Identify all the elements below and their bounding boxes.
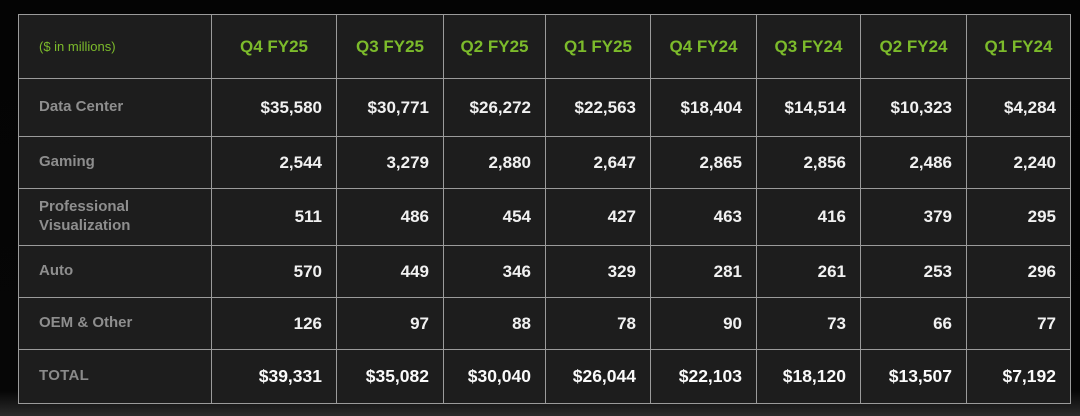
revenue-value-cell: 449 xyxy=(336,245,444,298)
revenue-value-cell: 329 xyxy=(545,245,651,298)
segment-label: Data Center xyxy=(18,78,212,137)
revenue-value-cell: $26,272 xyxy=(443,78,546,137)
table-row: Auto 570 449 346 329 281 261 253 296 xyxy=(18,245,1071,298)
revenue-value-cell: 77 xyxy=(966,297,1071,350)
total-value-cell: $7,192 xyxy=(966,349,1071,404)
revenue-value-cell: $22,563 xyxy=(545,78,651,137)
revenue-value-cell: 261 xyxy=(756,245,861,298)
total-value-cell: $26,044 xyxy=(545,349,651,404)
revenue-value-cell: 97 xyxy=(336,297,444,350)
revenue-value-cell: 3,279 xyxy=(336,136,444,189)
revenue-value-cell: 379 xyxy=(860,188,967,246)
revenue-value-cell: 511 xyxy=(211,188,337,246)
revenue-value-cell: $10,323 xyxy=(860,78,967,137)
table-row: Data Center $35,580 $30,771 $26,272 $22,563 $… xyxy=(18,78,1071,137)
quarter-header: Q1 FY24 xyxy=(966,14,1071,79)
revenue-value-cell: 463 xyxy=(650,188,757,246)
revenue-value-cell: 570 xyxy=(211,245,337,298)
total-value-cell: $35,082 xyxy=(336,349,444,404)
quarterly-revenue-table: ($ in millions) Q4 FY25 Q3 FY25 Q2 FY25 Q1 … xyxy=(18,14,1071,404)
total-value-cell: $22,103 xyxy=(650,349,757,404)
revenue-value-cell: 2,240 xyxy=(966,136,1071,189)
total-value-cell: $18,120 xyxy=(756,349,861,404)
table-row: OEM & Other 126 97 88 78 90 73 66 77 xyxy=(18,297,1071,350)
quarter-header: Q2 FY24 xyxy=(860,14,967,79)
revenue-value-cell: 281 xyxy=(650,245,757,298)
quarter-header: Q4 FY25 xyxy=(211,14,337,79)
total-row: TOTAL $39,331 $35,082 $30,040 $26,044 $22,103… xyxy=(18,349,1071,404)
revenue-value-cell: 66 xyxy=(860,297,967,350)
revenue-value-cell: 296 xyxy=(966,245,1071,298)
revenue-value-cell: 295 xyxy=(966,188,1071,246)
revenue-value-cell: 2,865 xyxy=(650,136,757,189)
revenue-value-cell: 253 xyxy=(860,245,967,298)
total-value-cell: $13,507 xyxy=(860,349,967,404)
revenue-value-cell: 90 xyxy=(650,297,757,350)
revenue-value-cell: 2,486 xyxy=(860,136,967,189)
revenue-value-cell: $14,514 xyxy=(756,78,861,137)
revenue-value-cell: 2,647 xyxy=(545,136,651,189)
revenue-value-cell: 486 xyxy=(336,188,444,246)
revenue-table-container: ($ in millions) Q4 FY25 Q3 FY25 Q2 FY25 Q1 … xyxy=(18,14,1071,404)
revenue-value-cell: $18,404 xyxy=(650,78,757,137)
quarter-header: Q3 FY24 xyxy=(756,14,861,79)
segment-label: OEM & Other xyxy=(18,297,212,350)
table-header-row: ($ in millions) Q4 FY25 Q3 FY25 Q2 FY25 Q1 … xyxy=(18,14,1071,79)
revenue-value-cell: 78 xyxy=(545,297,651,350)
total-label: TOTAL xyxy=(18,349,212,404)
revenue-value-cell: 73 xyxy=(756,297,861,350)
revenue-value-cell: $30,771 xyxy=(336,78,444,137)
revenue-value-cell: $35,580 xyxy=(211,78,337,137)
revenue-value-cell: 2,880 xyxy=(443,136,546,189)
revenue-value-cell: 454 xyxy=(443,188,546,246)
unit-label: ($ in millions) xyxy=(18,14,212,79)
quarter-header: Q4 FY24 xyxy=(650,14,757,79)
revenue-value-cell: 88 xyxy=(443,297,546,350)
table-row: Professional Visualization 511 486 454 427 46… xyxy=(18,188,1071,246)
segment-label: Gaming xyxy=(18,136,212,189)
revenue-value-cell: 2,856 xyxy=(756,136,861,189)
segment-label: Professional Visualization xyxy=(18,188,212,246)
segment-label: Auto xyxy=(18,245,212,298)
total-value-cell: $30,040 xyxy=(443,349,546,404)
revenue-value-cell: 126 xyxy=(211,297,337,350)
revenue-value-cell: 416 xyxy=(756,188,861,246)
revenue-value-cell: 346 xyxy=(443,245,546,298)
table-row: Gaming 2,544 3,279 2,880 2,647 2,865 2,856 2,48… xyxy=(18,136,1071,189)
revenue-value-cell: 2,544 xyxy=(211,136,337,189)
total-value-cell: $39,331 xyxy=(211,349,337,404)
quarter-header: Q1 FY25 xyxy=(545,14,651,79)
revenue-value-cell: $4,284 xyxy=(966,78,1071,137)
revenue-value-cell: 427 xyxy=(545,188,651,246)
quarter-header: Q2 FY25 xyxy=(443,14,546,79)
quarter-header: Q3 FY25 xyxy=(336,14,444,79)
